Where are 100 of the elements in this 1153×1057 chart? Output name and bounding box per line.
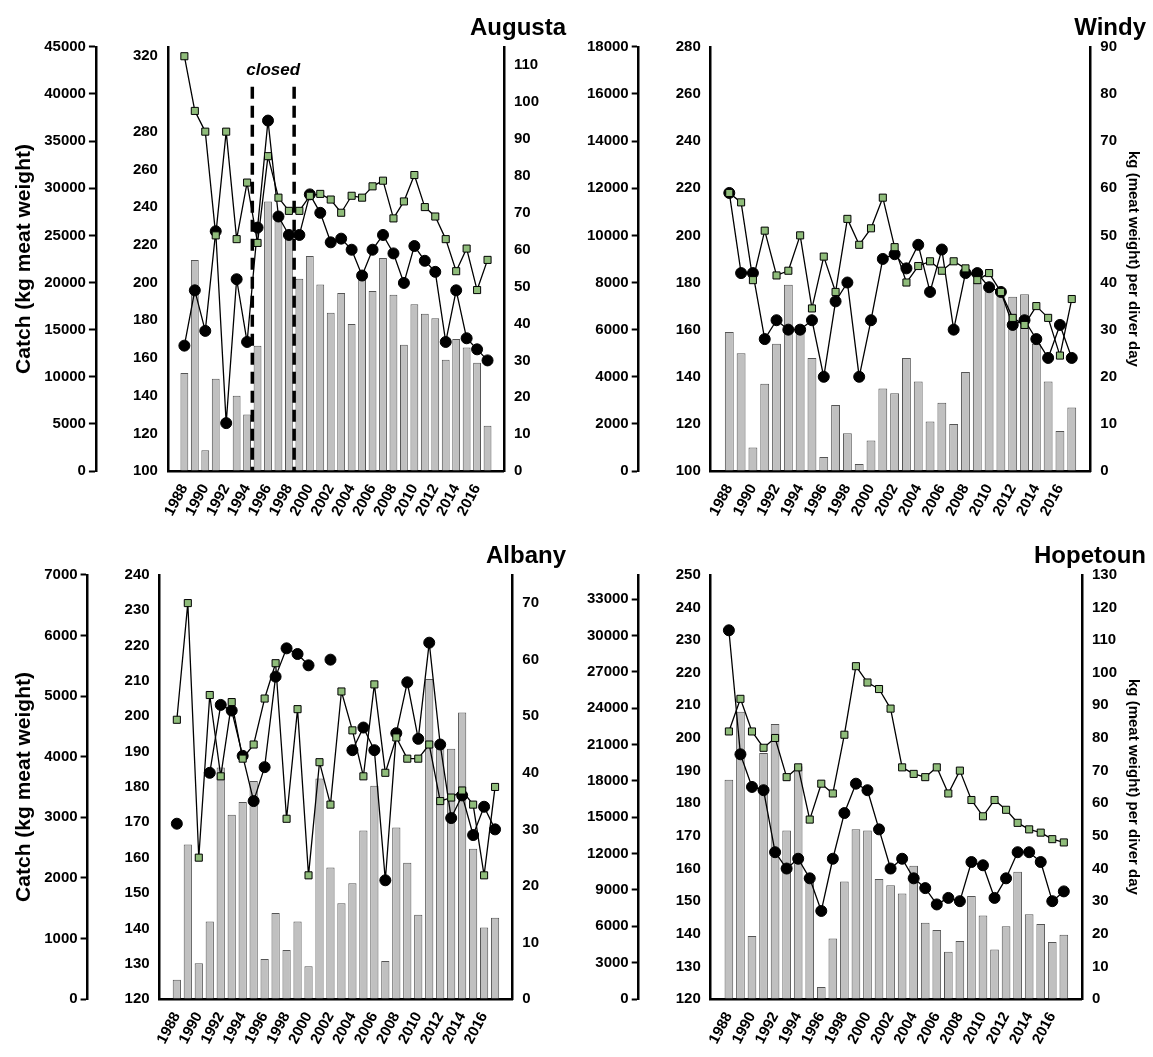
y2-tick-label: 100 — [132, 461, 158, 479]
y3-tick-label: 90 — [513, 129, 531, 147]
y-tick-label: 15000 — [44, 319, 86, 337]
y2-tick-label: 150 — [675, 891, 701, 909]
y3-tick-label: 70 — [513, 202, 531, 220]
y2-tick-label: 170 — [124, 812, 150, 830]
y2-tick-label: 200 — [124, 706, 150, 724]
y-tick-label: 45000 — [44, 36, 86, 54]
y3-tick-label: 40 — [1091, 858, 1109, 876]
y3-tick-label: 70 — [1091, 760, 1109, 778]
y3-tick-label: 30 — [1100, 319, 1117, 337]
y3-tick-label: 0 — [1091, 989, 1101, 1007]
y-tick-label: 0 — [69, 989, 78, 1007]
y3-tick-label: 20 — [513, 387, 531, 405]
y-tick-label: 2000 — [44, 868, 78, 885]
y-tick-label: 5000 — [52, 414, 86, 432]
y-tick-label: 6000 — [595, 916, 629, 934]
y-tick-label: 21000 — [586, 734, 629, 752]
y-tick-label: 7000 — [44, 564, 78, 582]
y2-tick-label: 150 — [124, 883, 150, 901]
y-tick-label: 2000 — [595, 414, 629, 432]
y-tick-label: 20000 — [44, 272, 86, 290]
y3-tick-label: 20 — [522, 876, 539, 894]
y3-tick-label: 50 — [522, 706, 539, 724]
y3-tick-label: 30 — [522, 819, 539, 837]
y3-tick-label: 10 — [1100, 414, 1117, 432]
y2-tick-label: 180 — [132, 310, 158, 328]
y2-tick-label: 140 — [132, 385, 158, 403]
y-tick-label: 4000 — [44, 746, 78, 764]
y-axis-title: Catch (kg meat weight) — [11, 144, 35, 374]
y2-tick-label: 220 — [124, 635, 150, 653]
y3-tick-label: 80 — [1100, 84, 1117, 102]
y2-tick-label: 250 — [675, 564, 701, 582]
y-tick-label: 14000 — [586, 131, 629, 149]
y2-tick-label: 100 — [675, 461, 701, 479]
y-tick-label: 30000 — [586, 625, 629, 643]
y3-tick-label: 50 — [1091, 826, 1109, 844]
y2-tick-label: 280 — [675, 36, 701, 54]
y3-tick-label: 100 — [513, 92, 539, 110]
y3-tick-label: 110 — [1091, 630, 1117, 648]
y-tick-label: 25000 — [44, 225, 86, 243]
y2-tick-label: 230 — [675, 630, 701, 648]
y-tick-label: 0 — [620, 989, 629, 1007]
y2-tick-label: 240 — [675, 597, 701, 615]
y-tick-label: 30000 — [44, 178, 86, 196]
y2-tick-label: 220 — [675, 178, 701, 196]
y-tick-label: 10000 — [44, 366, 86, 384]
y-tick-label: 3000 — [595, 952, 629, 970]
y3-tick-label: 120 — [1091, 597, 1117, 615]
y3-tick-label: 60 — [1091, 793, 1109, 811]
y2-tick-label: 240 — [132, 197, 158, 215]
y3-tick-label: 40 — [1100, 272, 1117, 290]
y2-tick-label: 120 — [675, 414, 701, 432]
y2-tick-label: 280 — [132, 121, 158, 139]
y-tick-label: 24000 — [586, 698, 629, 716]
y3-tick-label: 0 — [522, 989, 531, 1007]
chart-title: Augusta — [470, 13, 567, 41]
y-tick-label: 9000 — [595, 880, 629, 898]
y2-tick-label: 260 — [675, 84, 701, 102]
y3-tick-label: 20 — [1091, 923, 1109, 941]
y-tick-label: 1000 — [44, 928, 78, 946]
y2-tick-label: 120 — [675, 989, 701, 1007]
y-tick-label: 12000 — [586, 843, 629, 861]
y-tick-label: 10000 — [586, 225, 629, 243]
y3-axis-title: kg (meat weight) per diver day — [1125, 151, 1143, 368]
y3-tick-label: 70 — [1100, 131, 1117, 149]
y2-tick-label: 200 — [675, 225, 701, 243]
y3-tick-label: 60 — [522, 649, 539, 667]
y2-tick-label: 160 — [132, 348, 158, 366]
y3-tick-label: 60 — [1100, 178, 1117, 196]
y3-tick-label: 70 — [522, 593, 539, 611]
y2-tick-label: 130 — [124, 953, 150, 971]
y-tick-label: 3000 — [44, 807, 78, 825]
y3-tick-label: 10 — [513, 424, 531, 442]
y-tick-label: 16000 — [586, 84, 629, 102]
y3-tick-label: 0 — [1100, 461, 1109, 479]
y3-tick-label: 40 — [513, 313, 531, 331]
y2-tick-label: 170 — [675, 826, 701, 844]
y2-tick-label: 120 — [132, 423, 158, 441]
y-tick-label: 6000 — [595, 319, 629, 337]
y3-tick-label: 0 — [513, 461, 523, 479]
y3-tick-label: 10 — [1091, 956, 1109, 974]
y2-tick-label: 220 — [675, 662, 701, 680]
y3-tick-label: 50 — [513, 276, 531, 294]
y2-tick-label: 180 — [675, 272, 701, 290]
y-tick-label: 5000 — [44, 686, 78, 704]
y2-tick-label: 180 — [675, 793, 701, 811]
y2-tick-label: 130 — [675, 956, 701, 974]
y3-tick-label: 20 — [1100, 366, 1117, 384]
y3-tick-label: 100 — [1091, 662, 1117, 680]
y3-tick-label: 90 — [1091, 695, 1109, 713]
y-tick-label: 15000 — [586, 807, 629, 825]
y2-tick-label: 160 — [124, 847, 150, 865]
y2-tick-label: 220 — [132, 234, 158, 252]
y-tick-label: 6000 — [44, 625, 78, 643]
y-tick-label: 18000 — [586, 771, 629, 789]
y3-axis-title: kg (meat weight) per diver day — [1125, 679, 1143, 896]
y2-tick-label: 180 — [124, 777, 150, 795]
y2-tick-label: 320 — [132, 46, 158, 64]
y2-tick-label: 160 — [675, 858, 701, 876]
